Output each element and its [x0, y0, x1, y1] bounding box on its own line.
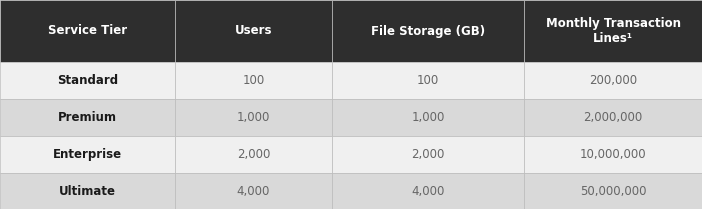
- Bar: [332, 62, 524, 99]
- Text: 100: 100: [417, 74, 439, 87]
- Text: 100: 100: [242, 74, 265, 87]
- Text: Enterprise: Enterprise: [53, 148, 122, 161]
- Bar: [524, 136, 702, 173]
- Text: 50,000,000: 50,000,000: [580, 185, 647, 198]
- Bar: [332, 0, 524, 62]
- Bar: [332, 173, 524, 209]
- Text: Premium: Premium: [58, 111, 117, 124]
- Bar: [332, 99, 524, 136]
- Text: 1,000: 1,000: [411, 111, 444, 124]
- Bar: [0, 173, 175, 209]
- Text: 2,000,000: 2,000,000: [583, 111, 642, 124]
- Bar: [524, 99, 702, 136]
- Bar: [175, 99, 332, 136]
- Text: Standard: Standard: [57, 74, 118, 87]
- Text: Service Tier: Service Tier: [48, 24, 127, 37]
- Text: 2,000: 2,000: [411, 148, 444, 161]
- Bar: [0, 99, 175, 136]
- Text: 1,000: 1,000: [237, 111, 270, 124]
- Text: 10,000,000: 10,000,000: [580, 148, 647, 161]
- Bar: [175, 0, 332, 62]
- Bar: [175, 62, 332, 99]
- Text: 4,000: 4,000: [237, 185, 270, 198]
- Text: Ultimate: Ultimate: [59, 185, 116, 198]
- Text: Users: Users: [234, 24, 272, 37]
- Bar: [175, 173, 332, 209]
- Text: 4,000: 4,000: [411, 185, 444, 198]
- Bar: [175, 136, 332, 173]
- Bar: [332, 136, 524, 173]
- Text: File Storage (GB): File Storage (GB): [371, 24, 485, 37]
- Bar: [0, 136, 175, 173]
- Text: Monthly Transaction
Lines¹: Monthly Transaction Lines¹: [545, 17, 680, 46]
- Bar: [524, 0, 702, 62]
- Bar: [0, 62, 175, 99]
- Text: 2,000: 2,000: [237, 148, 270, 161]
- Bar: [524, 62, 702, 99]
- Bar: [0, 0, 175, 62]
- Bar: [524, 173, 702, 209]
- Text: 200,000: 200,000: [589, 74, 637, 87]
